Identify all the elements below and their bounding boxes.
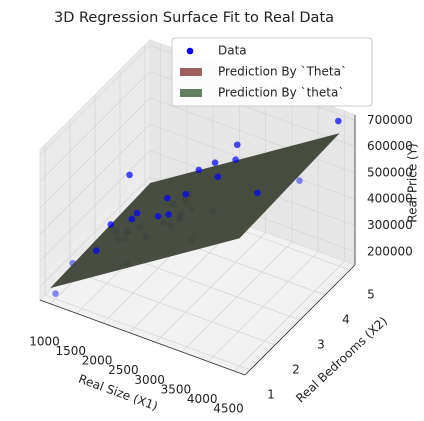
data-point — [214, 173, 222, 181]
grid-line — [44, 145, 251, 371]
grid-line — [181, 91, 293, 353]
x-tick-label: 2000 — [82, 354, 113, 368]
data-point — [254, 189, 261, 197]
grid-line — [155, 82, 267, 343]
y-axis-label: Real Bedrooms (X2) — [293, 314, 390, 406]
data-point — [335, 117, 342, 125]
y-tick-label: 5 — [367, 288, 375, 302]
legend-label: Prediction By `Theta` — [218, 65, 347, 79]
data-point — [133, 209, 141, 217]
x-tick-label: 3000 — [134, 373, 165, 387]
x-tick-label: 1500 — [56, 344, 87, 358]
data-point — [128, 215, 136, 223]
prediction-surface — [50, 133, 340, 288]
z-axis-label: Real Price (Y) — [406, 143, 420, 222]
data-point — [195, 166, 203, 174]
z-tick-label: 200000 — [367, 244, 413, 258]
data-point — [52, 290, 59, 297]
z-tick-label: 400000 — [367, 192, 413, 206]
legend-swatch — [180, 89, 202, 97]
grid-line — [39, 150, 356, 261]
chart-title: 3D Regression Surface Fit to Real Data — [54, 10, 334, 26]
y-tick-label: 2 — [292, 363, 300, 377]
data-point — [92, 247, 100, 254]
z-tick-label: 700000 — [367, 113, 413, 127]
data-point — [233, 141, 241, 149]
z-tick-label: 600000 — [367, 139, 413, 153]
x-tick-label: 2500 — [108, 363, 139, 377]
x-tick-label: 4500 — [213, 402, 244, 416]
legend-label: Data — [218, 44, 247, 58]
data-point — [126, 171, 133, 179]
y-axis-line — [244, 264, 356, 376]
grid-line — [39, 71, 356, 182]
x-tick-label: 4000 — [187, 392, 218, 406]
y-tick-label: 4 — [342, 313, 350, 327]
z-tick-label: 300000 — [367, 218, 413, 232]
legend: Data Prediction By `Theta` Prediction By `… — [171, 37, 373, 107]
x-tick-label: 1000 — [29, 334, 60, 348]
z-tick-label: 500000 — [367, 165, 413, 179]
y-tick-label: 3 — [317, 338, 325, 352]
data-point — [164, 194, 171, 202]
grid-line — [234, 111, 345, 372]
data-point — [154, 212, 162, 220]
x-axis-line — [39, 299, 246, 376]
data-point — [296, 177, 303, 184]
grid-line — [39, 176, 356, 288]
legend-marker — [186, 47, 194, 55]
data-point — [165, 211, 172, 218]
data-point — [211, 159, 219, 166]
legend-box — [171, 37, 373, 107]
data-point — [107, 221, 115, 228]
legend-swatch — [180, 68, 202, 76]
data-point — [182, 190, 190, 198]
legend-label: Prediction By `theta` — [218, 86, 344, 100]
y-tick-label: 1 — [267, 388, 275, 402]
x-tick-label: 3500 — [161, 382, 192, 396]
data-point — [232, 156, 239, 164]
